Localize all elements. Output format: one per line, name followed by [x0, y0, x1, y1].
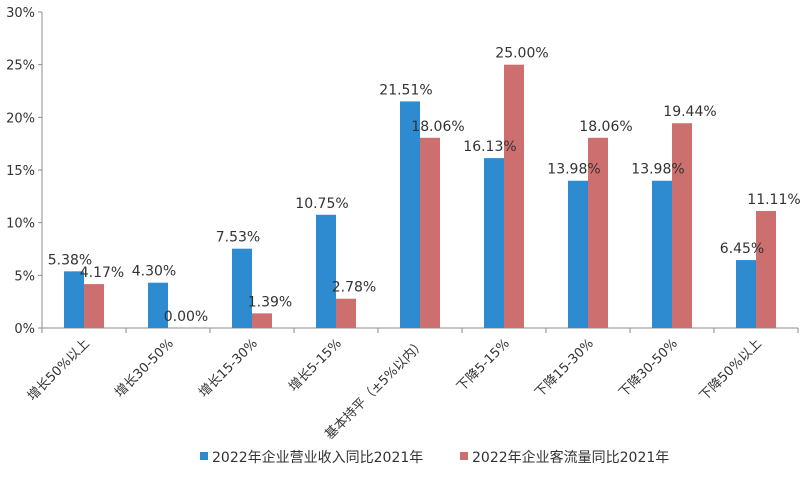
bar-series-2	[84, 284, 104, 328]
bar-series-1	[652, 180, 672, 328]
y-tick-label: 20%	[6, 111, 35, 126]
data-label: 19.44%	[663, 104, 716, 120]
y-tick-label: 10%	[6, 217, 35, 232]
data-label: 10.75%	[295, 196, 348, 212]
data-label: 25.00%	[495, 46, 548, 62]
category-label: 下降15-30%	[532, 336, 596, 400]
bar-series-1	[484, 158, 504, 328]
y-tick-label: 15%	[6, 164, 35, 179]
bar-series-1	[736, 260, 756, 328]
data-label: 18.06%	[411, 119, 464, 135]
data-label: 1.39%	[248, 294, 292, 310]
data-label: 6.45%	[720, 241, 764, 257]
bar-series-2	[252, 313, 272, 328]
category-labels: 增长50%以上 增长30-50% 增长15-30% 增长5-15%基本持平（±5%以内…	[25, 336, 765, 443]
bar-series-2	[336, 298, 356, 328]
y-tick-label: 25%	[6, 59, 35, 74]
category-label: 下降50%以上	[697, 336, 765, 404]
legend-label: 2022年企业客流量同比2021年	[472, 449, 669, 466]
data-label: 11.11%	[747, 192, 800, 208]
bar-series-1	[64, 271, 84, 328]
data-label: 13.98%	[547, 162, 600, 178]
data-label: 4.30%	[132, 264, 176, 280]
y-tick-label: 0%	[14, 322, 35, 337]
category-label: 增长15-30%	[196, 336, 260, 400]
legend-swatch	[200, 452, 208, 460]
data-labels: 5.38% 4.30% 7.53% 10.75% 21.51% 16.13% 13.98% 1…	[48, 46, 800, 325]
data-label: 5.38%	[48, 252, 92, 268]
category-label: 增长5-15%	[286, 336, 345, 395]
data-label: 16.13%	[463, 139, 516, 155]
data-label: 13.98%	[631, 162, 684, 178]
legend-label: 2022年企业营业收入同比2021年	[212, 449, 423, 466]
data-label: 0.00%	[164, 309, 208, 325]
y-tick-label: 30%	[6, 6, 35, 21]
bars	[64, 64, 776, 329]
data-label: 4.17%	[80, 265, 124, 281]
data-label: 18.06%	[579, 119, 632, 135]
bar-series-1	[232, 248, 252, 328]
bar-series-2	[420, 137, 440, 328]
data-label: 21.51%	[379, 82, 432, 98]
legend-swatch	[460, 452, 468, 460]
bar-series-1	[148, 282, 168, 328]
bar-series-2	[672, 123, 692, 329]
bar-series-2	[588, 137, 608, 328]
bar-series-1	[400, 101, 420, 328]
data-label: 7.53%	[216, 230, 260, 246]
category-label: 下降30-50%	[616, 336, 680, 400]
data-label: 2.78%	[332, 280, 376, 296]
legend: 2022年企业营业收入同比2021年 2022年企业客流量同比2021年	[200, 449, 669, 466]
bar-series-1	[568, 180, 588, 328]
category-label: 下降5-15%	[454, 336, 513, 395]
category-label: 增长30-50%	[112, 336, 176, 400]
y-tick-label: 5%	[14, 269, 35, 284]
category-label: 增长50%以上	[25, 336, 93, 404]
bar-series-2	[756, 210, 776, 328]
bar-series-2	[504, 64, 524, 329]
bar-series-1	[316, 214, 336, 328]
